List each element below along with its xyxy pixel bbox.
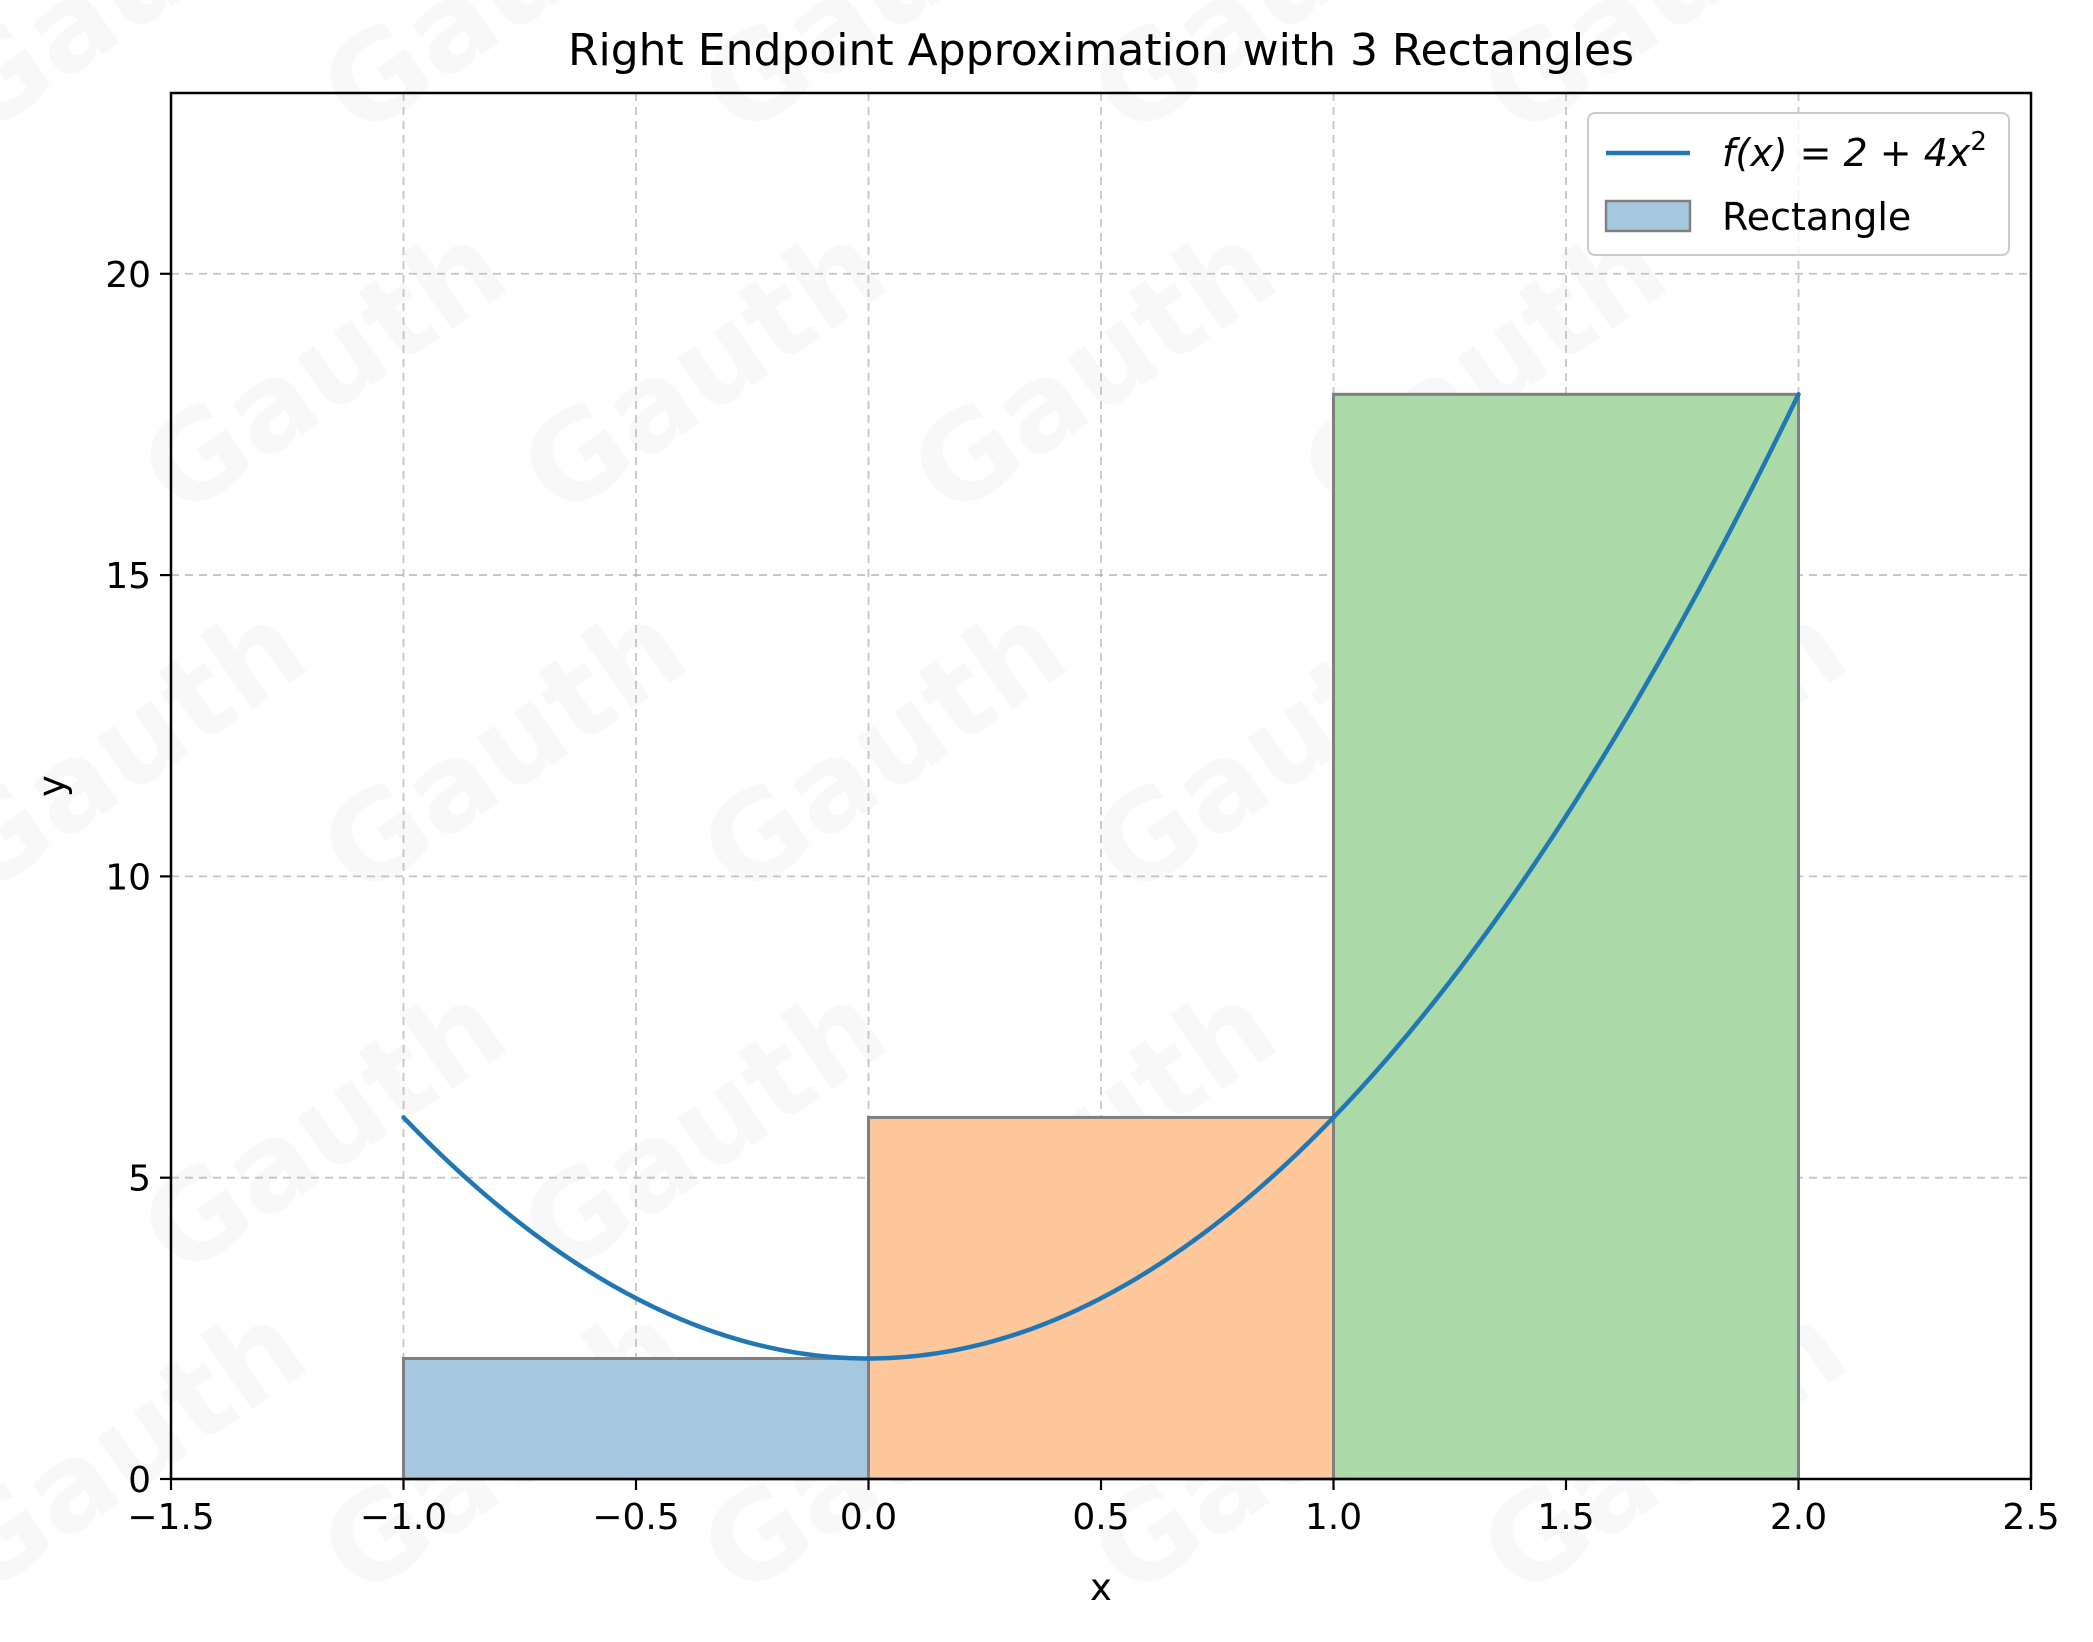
legend-box	[1587, 112, 2010, 256]
legend-curve-main: f(x) = 2 + 4x	[1722, 131, 1971, 175]
y-tick-label: 20	[105, 255, 151, 296]
x-tick-label: 0.5	[1072, 1497, 1129, 1538]
legend-curve-sup: 2	[1970, 127, 1987, 157]
y-tick-label: 0	[128, 1460, 151, 1501]
legend-rectangle-swatch	[1604, 199, 1692, 233]
legend: f(x) = 2 + 4x2 Rectangle	[1587, 112, 2010, 256]
chart-title: Right Endpoint Approximation with 3 Rect…	[568, 25, 1634, 76]
curve-line	[401, 392, 1801, 1361]
x-axis-label: x	[1090, 1566, 1112, 1609]
y-axis-ticks: 0 5 10 15 20	[105, 255, 171, 1501]
rectangle-bar-3	[1332, 392, 1800, 1481]
x-tick-label: 1.5	[1537, 1497, 1594, 1538]
x-tick-label: 1.0	[1305, 1497, 1362, 1538]
x-tick-label: −1.5	[127, 1497, 214, 1538]
legend-label-rectangle: Rectangle	[1722, 195, 1911, 239]
x-tick-label: 2.0	[1770, 1497, 1827, 1538]
rectangles-layer	[402, 392, 1800, 1481]
x-tick-label: −1.0	[360, 1497, 447, 1538]
x-tick-label: 2.5	[2002, 1497, 2059, 1538]
x-tick-label: 0.0	[840, 1497, 897, 1538]
y-tick-label: 10	[105, 857, 151, 898]
x-axis-ticks: −1.5 −1.0 −0.5 0.0 0.5 1.0 1.5 2.0 2.5	[127, 1479, 2060, 1538]
y-axis-label: y	[30, 775, 73, 797]
rectangle-bar-1	[402, 1356, 870, 1481]
y-tick-label: 15	[105, 556, 151, 597]
legend-label-curve: f(x) = 2 + 4x2	[1722, 127, 1987, 175]
x-tick-label: −0.5	[592, 1497, 679, 1538]
y-tick-label: 5	[128, 1159, 151, 1200]
